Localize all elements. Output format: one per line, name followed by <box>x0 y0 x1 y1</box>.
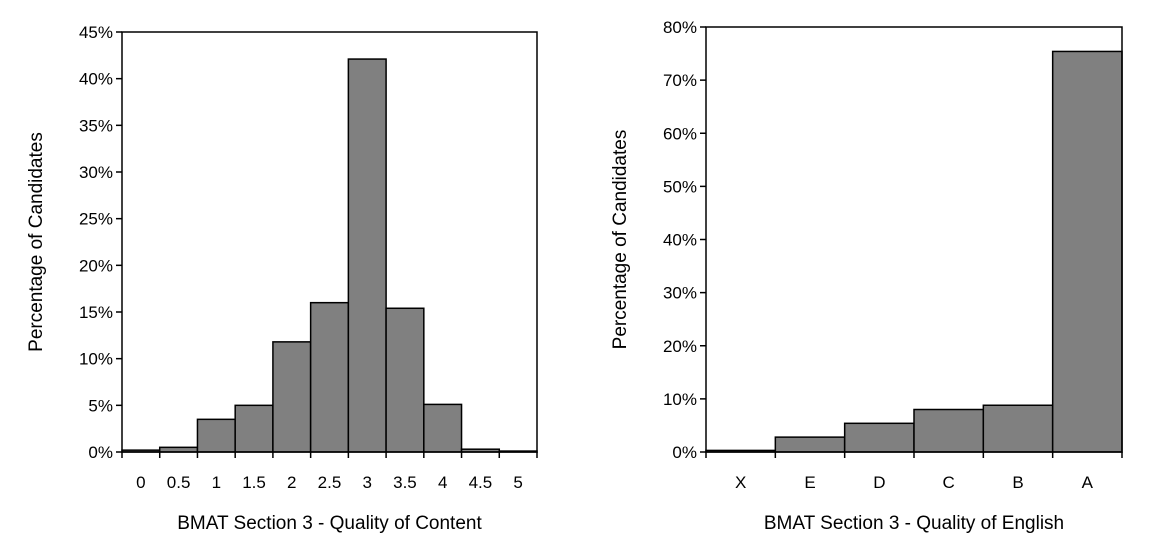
content-x-axis: 0 0.5 1 1.5 2 2.5 3 3.5 4 4.5 5 <box>121 452 538 492</box>
content-y-axis-title: Percentage of Candidates <box>26 132 47 352</box>
english-y-tick-label: 0% <box>672 443 697 462</box>
english-y-tick-label: 20% <box>663 337 697 356</box>
english-y-tick-label: 30% <box>663 284 697 303</box>
content-y-tick-label: 45% <box>79 23 113 42</box>
english-y-axis: 0% 10% 20% 30% 40% 50% 60% 70% 80% <box>663 18 706 462</box>
english-x-tick-label: B <box>1012 473 1023 492</box>
content-bar-2 <box>272 341 312 453</box>
content-x-tick-label: 1.5 <box>242 473 266 492</box>
content-plot-frame <box>121 31 538 453</box>
content-bar-4 <box>423 403 463 453</box>
english-y-axis-title: Percentage of Candidates <box>610 130 631 350</box>
content-bar-1_5 <box>234 404 274 453</box>
english-bar-A <box>1051 50 1123 453</box>
english-y-tick-label: 80% <box>663 18 697 37</box>
english-y-tick-label: 10% <box>663 390 697 409</box>
english-y-tick-label: 60% <box>663 124 697 143</box>
content-x-tick-label: 0 <box>136 473 145 492</box>
english-bar-D <box>843 422 915 453</box>
content-y-tick-label: 30% <box>79 163 113 182</box>
content-y-tick-label: 25% <box>79 210 113 229</box>
content-x-axis-title: BMAT Section 3 - Quality of Content <box>177 513 482 534</box>
english-chart: 0% 10% 20% 30% 40% 50% 60% 70% 80% X E D C B A BMAT S… <box>610 18 1123 534</box>
content-bar-2_5 <box>309 301 350 453</box>
english-x-axis-title: BMAT Section 3 - Quality of English <box>764 513 1064 534</box>
content-x-tick-label: 3.5 <box>393 473 417 492</box>
content-y-axis: 0% 5% 10% 15% 20% 25% 30% 35% 40% 45% <box>79 23 122 462</box>
content-x-tick-label: 1 <box>212 473 221 492</box>
content-chart: 0% 5% 10% 15% 20% 25% 30% 35% 40% 45% 0 0.5 1 1.5 2 2.… <box>26 23 538 534</box>
english-y-tick-label: 40% <box>663 231 697 250</box>
english-bar-C <box>913 408 985 453</box>
english-x-tick-label: D <box>873 473 885 492</box>
content-y-tick-label: 15% <box>79 303 113 322</box>
content-x-tick-label: 5 <box>513 473 522 492</box>
content-y-tick-label: 5% <box>88 396 113 415</box>
content-x-tick-label: 3 <box>362 473 371 492</box>
content-bars <box>121 58 538 453</box>
english-bars <box>705 50 1123 453</box>
content-x-tick-label: 2 <box>287 473 296 492</box>
content-y-tick-label: 40% <box>79 70 113 89</box>
content-x-tick-label: 0.5 <box>167 473 191 492</box>
content-bar-3 <box>347 58 387 453</box>
content-bar-3_5 <box>385 307 425 453</box>
content-x-tick-label: 2.5 <box>318 473 342 492</box>
content-bar-1 <box>196 418 236 453</box>
english-bar-E <box>774 436 846 453</box>
english-x-tick-label: A <box>1082 473 1094 492</box>
english-x-tick-label: X <box>735 473 746 492</box>
content-x-tick-label: 4 <box>438 473 447 492</box>
content-y-tick-label: 0% <box>88 443 113 462</box>
english-y-tick-label: 50% <box>663 177 697 196</box>
content-y-tick-label: 20% <box>79 256 113 275</box>
english-y-tick-label: 70% <box>663 71 697 90</box>
english-x-tick-label: C <box>943 473 955 492</box>
content-x-tick-label: 4.5 <box>469 473 493 492</box>
english-x-tick-label: E <box>804 473 815 492</box>
content-y-tick-label: 35% <box>79 116 113 135</box>
english-bar-B <box>982 404 1054 453</box>
content-y-tick-label: 10% <box>79 350 113 369</box>
